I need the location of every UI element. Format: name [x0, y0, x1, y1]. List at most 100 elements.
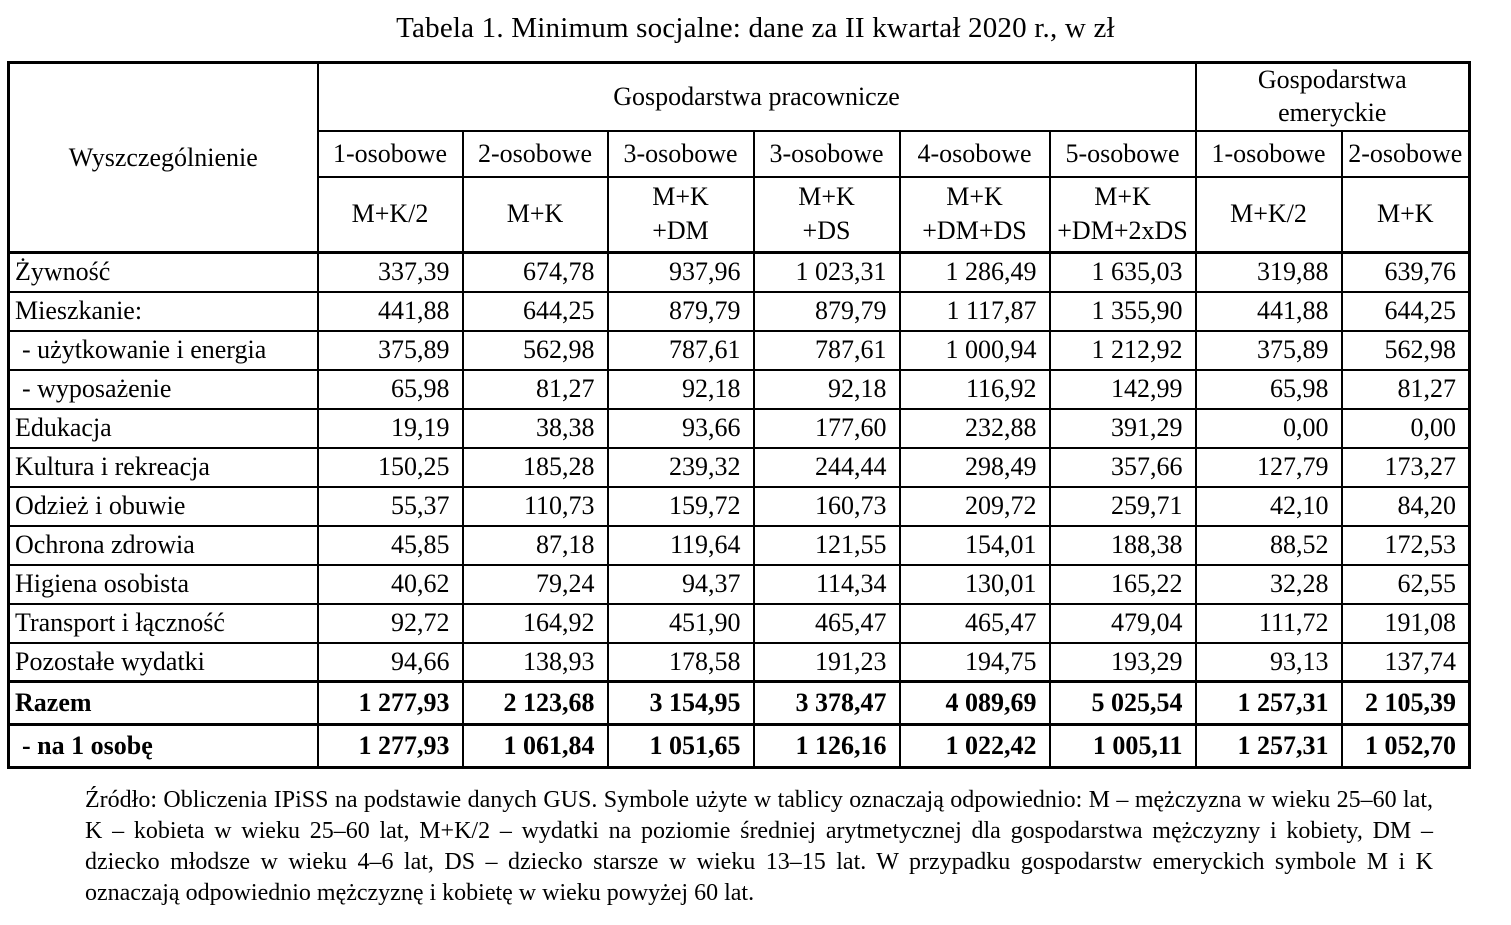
value-cell: 357,66	[1048, 446, 1197, 488]
composition-header-cell: M+K/2	[1194, 175, 1343, 254]
value-cell: 32,28	[1194, 563, 1343, 605]
value-cell: 79,24	[461, 563, 609, 605]
value-cell: 150,25	[316, 446, 464, 488]
value-cell: 188,38	[1048, 524, 1197, 566]
table-row: Żywność 337,39 674,78 937,96 1 023,31 1 286,4…	[7, 251, 1471, 293]
value-cell: 259,71	[1048, 485, 1197, 527]
summary-value-cell: 1 277,93	[316, 680, 464, 726]
table-row: Pozostałe wydatki 94,66 138,93 178,58 191,23…	[7, 641, 1471, 683]
table-row: - wyposażenie 65,98 81,27 92,18 92,18 116,92 1…	[7, 368, 1471, 410]
table-body: Żywność 337,39 674,78 937,96 1 023,31 1 286,4…	[7, 251, 1471, 769]
value-cell: 92,72	[316, 602, 464, 644]
value-cell: 1 355,90	[1048, 290, 1197, 332]
value-cell: 116,92	[898, 368, 1051, 410]
value-cell: 441,88	[1194, 290, 1343, 332]
value-cell: 127,79	[1194, 446, 1343, 488]
header-row-composition: M+K/2 M+K M+K +DM M+K +DS M+K +DM+DS M+K +DM+…	[9, 175, 1471, 254]
row-label-cell: Higiena osobista	[7, 563, 319, 605]
value-cell: 93,13	[1194, 641, 1343, 683]
source-note: Źródło: Obliczenia IPiSS na podstawie da…	[85, 787, 1433, 906]
summary-value-cell: 3 154,95	[606, 680, 755, 726]
composition-header-cell: M+K/2	[316, 175, 464, 254]
value-cell: 337,39	[316, 251, 464, 293]
row-label-cell: - użytkowanie i energia	[7, 329, 319, 371]
value-cell: 244,44	[752, 446, 901, 488]
value-cell: 391,29	[1048, 407, 1197, 449]
value-cell: 232,88	[898, 407, 1051, 449]
table-header: Wyszczególnienie Gospodarstwa pracownicze…	[7, 61, 1471, 254]
size-header-cell: 3-osobowe	[752, 129, 901, 178]
summary-value-cell: 1 126,16	[752, 723, 901, 769]
value-cell: 375,89	[316, 329, 464, 371]
value-cell: 319,88	[1194, 251, 1343, 293]
value-cell: 173,27	[1340, 446, 1471, 488]
table-row: Mieszkanie: 441,88 644,25 879,79 879,79 1 117…	[7, 290, 1471, 332]
value-cell: 1 286,49	[898, 251, 1051, 293]
summary-value-cell: 1 257,31	[1194, 680, 1343, 726]
value-cell: 81,27	[461, 368, 609, 410]
composition-header-cell: M+K	[461, 175, 609, 254]
value-cell: 62,55	[1340, 563, 1471, 605]
value-cell: 92,18	[752, 368, 901, 410]
value-cell: 130,01	[898, 563, 1051, 605]
summary-value-cell: 1 061,84	[461, 723, 609, 769]
value-cell: 178,58	[606, 641, 755, 683]
composition-header-cell: M+K +DM+DS	[898, 175, 1051, 254]
value-cell: 137,74	[1340, 641, 1471, 683]
summary-row: - na 1 osobę 1 277,93 1 061,84 1 051,65 1 12…	[7, 723, 1471, 769]
value-cell: 562,98	[1340, 329, 1471, 371]
size-header-cell: 2-osobowe	[461, 129, 609, 178]
summary-value-cell: 2 123,68	[461, 680, 609, 726]
size-header-cell: 2-osobowe	[1340, 129, 1471, 178]
value-cell: 298,49	[898, 446, 1051, 488]
value-cell: 40,62	[316, 563, 464, 605]
value-cell: 138,93	[461, 641, 609, 683]
value-cell: 937,96	[606, 251, 755, 293]
value-cell: 674,78	[461, 251, 609, 293]
value-cell: 65,98	[1194, 368, 1343, 410]
summary-label-cell: Razem	[7, 680, 319, 726]
value-cell: 172,53	[1340, 524, 1471, 566]
value-cell: 111,72	[1194, 602, 1343, 644]
value-cell: 562,98	[461, 329, 609, 371]
summary-value-cell: 1 051,65	[606, 723, 755, 769]
value-cell: 375,89	[1194, 329, 1343, 371]
size-header-cell: 5-osobowe	[1048, 129, 1197, 178]
composition-header-cell: M+K	[1340, 175, 1471, 254]
value-cell: 465,47	[898, 602, 1051, 644]
summary-value-cell: 2 105,39	[1340, 680, 1471, 726]
value-cell: 639,76	[1340, 251, 1471, 293]
table-title: Tabela 1. Minimum socjalne: dane za II k…	[396, 12, 1115, 44]
value-cell: 55,37	[316, 485, 464, 527]
group-header-cell: Gospodarstwa pracownicze	[316, 61, 1197, 132]
value-cell: 81,27	[1340, 368, 1471, 410]
value-cell: 194,75	[898, 641, 1051, 683]
row-label-cell: Odzież i obuwie	[7, 485, 319, 527]
size-header-cell: 3-osobowe	[606, 129, 755, 178]
summary-row: Razem 1 277,93 2 123,68 3 154,95 3 378,47 4 0…	[7, 680, 1471, 726]
row-label-cell: Transport i łączność	[7, 602, 319, 644]
value-cell: 164,92	[461, 602, 609, 644]
value-cell: 451,90	[606, 602, 755, 644]
value-cell: 0,00	[1340, 407, 1471, 449]
row-label-cell: Kultura i rekreacja	[7, 446, 319, 488]
value-cell: 787,61	[752, 329, 901, 371]
value-cell: 19,19	[316, 407, 464, 449]
value-cell: 165,22	[1048, 563, 1197, 605]
composition-header-cell: M+K +DS	[752, 175, 901, 254]
table-row: Kultura i rekreacja 150,25 185,28 239,32 244…	[7, 446, 1471, 488]
header-row-sizes: 1-osobowe 2-osobowe 3-osobowe 3-osobowe 4-os…	[9, 129, 1471, 178]
summary-value-cell: 1 052,70	[1340, 723, 1471, 769]
value-cell: 0,00	[1194, 407, 1343, 449]
summary-value-cell: 5 025,54	[1048, 680, 1197, 726]
summary-value-cell: 4 089,69	[898, 680, 1051, 726]
value-cell: 114,34	[752, 563, 901, 605]
table-row: Ochrona zdrowia 45,85 87,18 119,64 121,55 154…	[7, 524, 1471, 566]
value-cell: 193,29	[1048, 641, 1197, 683]
summary-value-cell: 1 005,11	[1048, 723, 1197, 769]
value-cell: 191,08	[1340, 602, 1471, 644]
row-label-cell: Żywność	[7, 251, 319, 293]
value-cell: 45,85	[316, 524, 464, 566]
value-cell: 119,64	[606, 524, 755, 566]
composition-header-cell: M+K +DM+2xDS	[1048, 175, 1197, 254]
